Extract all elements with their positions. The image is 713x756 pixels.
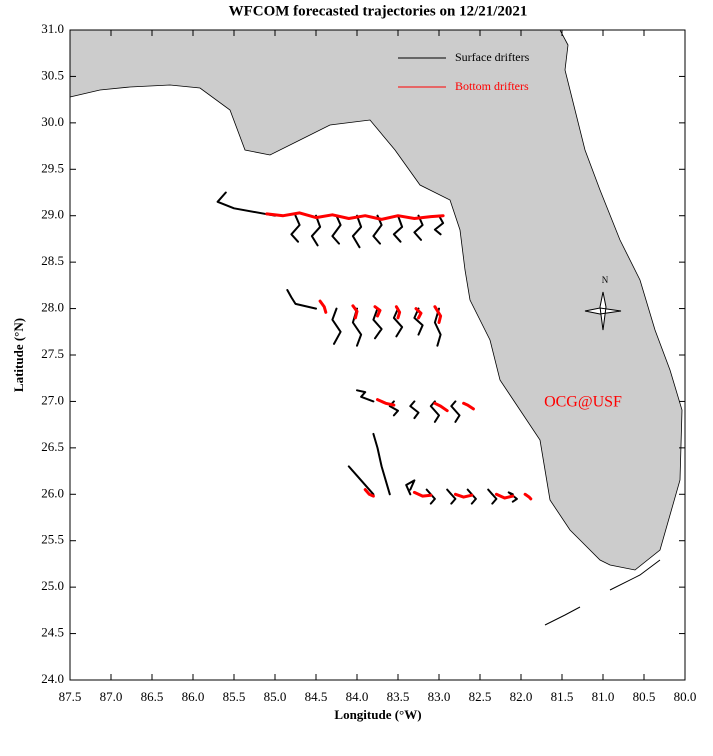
x-tick-label: 82.0 bbox=[510, 689, 533, 704]
y-tick-label: 29.5 bbox=[41, 160, 64, 175]
y-tick-label: 27.5 bbox=[41, 346, 64, 361]
y-tick-label: 30.5 bbox=[41, 67, 64, 82]
y-tick-label: 30.0 bbox=[41, 114, 64, 129]
y-tick-label: 26.5 bbox=[41, 439, 64, 454]
trajectory bbox=[216, 191, 518, 505]
land bbox=[69, 29, 683, 571]
x-tick-label: 80.0 bbox=[674, 689, 697, 704]
x-tick-label: 81.0 bbox=[592, 689, 615, 704]
x-tick-label: 85.5 bbox=[223, 689, 246, 704]
x-axis-label: Longitude (°W) bbox=[334, 707, 421, 722]
legend-label: Surface drifters bbox=[455, 50, 530, 64]
y-tick-label: 28.0 bbox=[41, 300, 64, 315]
trajectory bbox=[265, 211, 533, 501]
x-tick-label: 80.5 bbox=[633, 689, 656, 704]
legend-label: Bottom drifters bbox=[455, 79, 529, 93]
x-tick-label: 83.5 bbox=[387, 689, 410, 704]
y-axis-label: Latitude (°N) bbox=[11, 318, 26, 392]
y-tick-label: 31.0 bbox=[41, 21, 64, 36]
y-tick-label: 28.5 bbox=[41, 253, 64, 268]
y-tick-label: 29.0 bbox=[41, 207, 64, 222]
x-tick-label: 86.0 bbox=[182, 689, 205, 704]
annotation: OCG@USF bbox=[544, 394, 622, 411]
x-tick-label: 83.0 bbox=[428, 689, 451, 704]
y-tick-label: 25.0 bbox=[41, 578, 64, 593]
y-tick-label: 27.0 bbox=[41, 392, 64, 407]
y-tick-label: 25.5 bbox=[41, 532, 64, 547]
chart-title: WFCOM forecasted trajectories on 12/21/2… bbox=[229, 3, 528, 19]
keys bbox=[544, 559, 661, 626]
x-tick-label: 82.5 bbox=[469, 689, 492, 704]
y-tick-label: 24.5 bbox=[41, 625, 64, 640]
x-tick-label: 86.5 bbox=[141, 689, 164, 704]
y-tick-label: 26.0 bbox=[41, 485, 64, 500]
x-tick-label: 87.0 bbox=[100, 689, 123, 704]
y-tick-label: 24.0 bbox=[41, 671, 64, 686]
x-tick-label: 84.5 bbox=[305, 689, 328, 704]
compass-label: N bbox=[602, 275, 609, 285]
x-tick-label: 85.0 bbox=[264, 689, 287, 704]
compass: N bbox=[584, 275, 622, 331]
x-tick-label: 81.5 bbox=[551, 689, 574, 704]
x-tick-label: 87.5 bbox=[59, 689, 82, 704]
x-tick-label: 84.0 bbox=[346, 689, 369, 704]
